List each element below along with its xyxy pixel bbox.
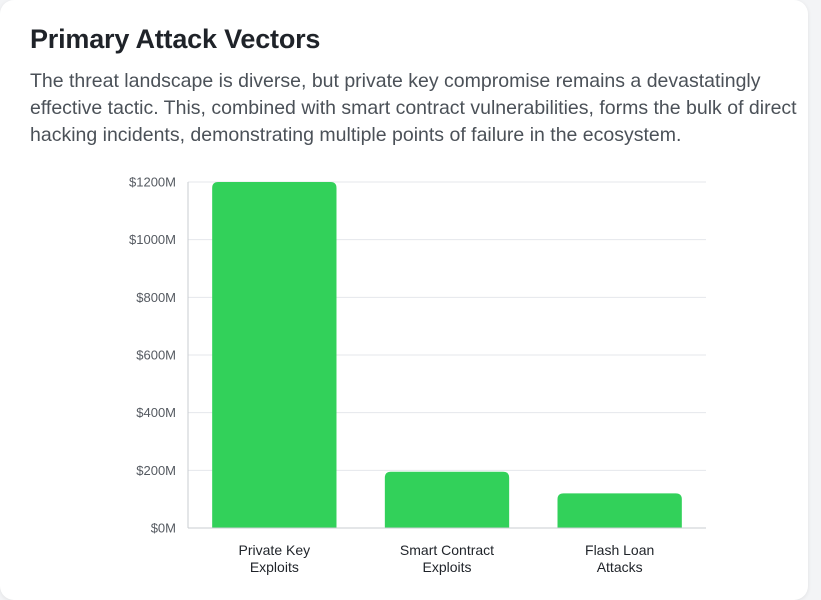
section-title: Primary Attack Vectors (30, 24, 321, 54)
y-tick-label: $1200M (129, 175, 176, 190)
bar[interactable] (212, 182, 337, 528)
bars (212, 182, 682, 528)
x-category-label: Private Key Exploits (239, 542, 311, 575)
y-tick-label: $400M (136, 405, 176, 420)
attack-vectors-bar-chart: $0M $200M $400M $600M $800M $1000M $1200M Priv… (129, 175, 706, 575)
axes (187, 182, 706, 529)
y-tick-label: $0M (151, 521, 176, 536)
bar[interactable] (557, 493, 682, 528)
bar[interactable] (384, 471, 510, 528)
y-axis-tick-labels: $0M $200M $400M $600M $800M $1000M $1200M (129, 175, 176, 536)
y-tick-label: $1000M (129, 232, 176, 247)
x-category-label: Smart Contract Exploits (400, 542, 494, 575)
x-category-label: Flash Loan Attacks (585, 542, 654, 575)
y-tick-label: $800M (136, 290, 176, 305)
y-tick-label: $600M (136, 348, 176, 363)
y-tick-label: $200M (136, 463, 176, 478)
section-description: The threat landscape is diverse, but pri… (30, 70, 797, 146)
x-axis-category-labels: Private Key Exploits Smart Contract Exploit… (239, 542, 655, 575)
